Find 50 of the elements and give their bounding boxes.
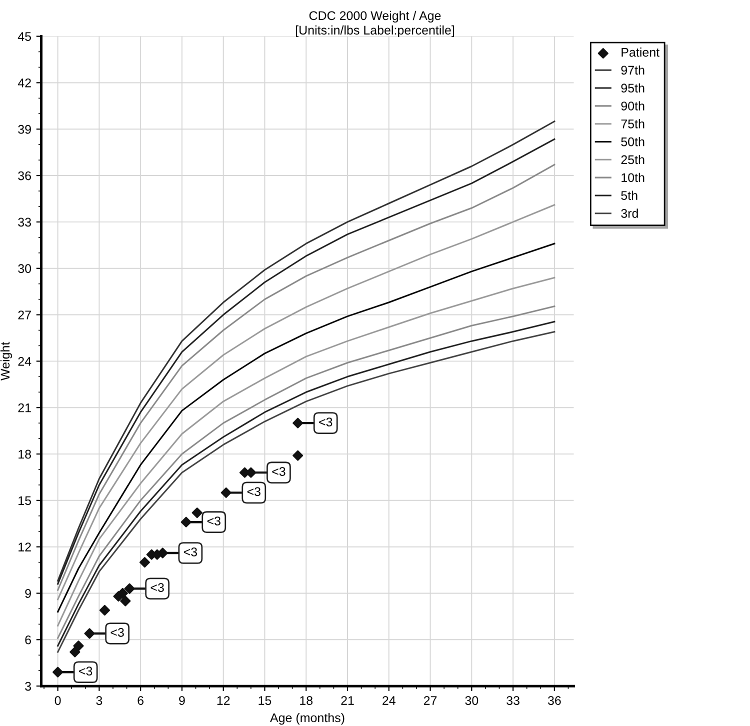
legend-label: 95th bbox=[621, 83, 644, 93]
y-tick-label: 9 bbox=[25, 589, 31, 598]
y-tick-label: 6 bbox=[25, 635, 31, 644]
legend-label: 90th bbox=[621, 101, 644, 110]
x-tick-label: 9 bbox=[179, 696, 185, 705]
legend-label: 75th bbox=[621, 119, 644, 128]
legend-label: 97th bbox=[621, 65, 644, 75]
y-tick-label: 30 bbox=[18, 264, 32, 274]
y-tick-label: 3 bbox=[25, 682, 31, 691]
y-axis-title: Weight bbox=[0, 342, 12, 380]
x-tick-label: 30 bbox=[465, 696, 478, 705]
annotation: <3 bbox=[79, 666, 92, 676]
legend-label: Patient bbox=[622, 48, 660, 57]
y-tick-label: 42 bbox=[18, 78, 31, 88]
x-tick-label: 24 bbox=[382, 696, 396, 705]
annotation: <3 bbox=[150, 583, 164, 592]
y-tick-label: 15 bbox=[18, 496, 32, 506]
chart-title: CDC 2000 Weight / Age bbox=[309, 10, 441, 23]
y-tick-label: 27 bbox=[18, 310, 31, 320]
legend-label: 50th bbox=[621, 137, 644, 146]
y-tick-label: 39 bbox=[18, 124, 31, 134]
x-tick-label: 36 bbox=[548, 696, 561, 705]
y-tick-label: 12 bbox=[18, 542, 31, 552]
y-tick-label: 18 bbox=[18, 450, 31, 459]
annotation: <3 bbox=[272, 467, 286, 476]
annotation: <3 bbox=[184, 548, 198, 556]
y-tick-label: 45 bbox=[18, 32, 32, 41]
legend-label: 3rd bbox=[621, 208, 638, 218]
x-tick-label: 21 bbox=[341, 696, 354, 705]
x-tick-label: 0 bbox=[54, 696, 61, 705]
x-tick-label: 12 bbox=[217, 696, 230, 705]
x-axis-title: Age (months) bbox=[270, 713, 344, 725]
annotation: <3 bbox=[247, 487, 260, 496]
chart-subtitle: [Units:in/lbs Label:percentile] bbox=[296, 25, 454, 38]
y-tick-label: 21 bbox=[18, 403, 31, 412]
legend-label: 5th bbox=[621, 190, 638, 200]
x-tick-label: 33 bbox=[506, 696, 520, 705]
annotation: <3 bbox=[110, 628, 124, 637]
annotation: <3 bbox=[207, 516, 220, 526]
x-tick-label: 18 bbox=[300, 696, 313, 705]
x-tick-label: 27 bbox=[424, 696, 437, 705]
y-tick-label: 36 bbox=[18, 171, 31, 180]
y-tick-label: 33 bbox=[18, 218, 31, 227]
x-tick-label: 15 bbox=[258, 696, 272, 705]
legend-label: 10th bbox=[622, 172, 644, 182]
y-tick-label: 24 bbox=[18, 356, 32, 366]
x-tick-label: 3 bbox=[96, 696, 102, 705]
x-tick-label: 6 bbox=[138, 696, 144, 705]
annotation: <3 bbox=[319, 418, 332, 426]
legend-label: 25th bbox=[621, 154, 644, 164]
